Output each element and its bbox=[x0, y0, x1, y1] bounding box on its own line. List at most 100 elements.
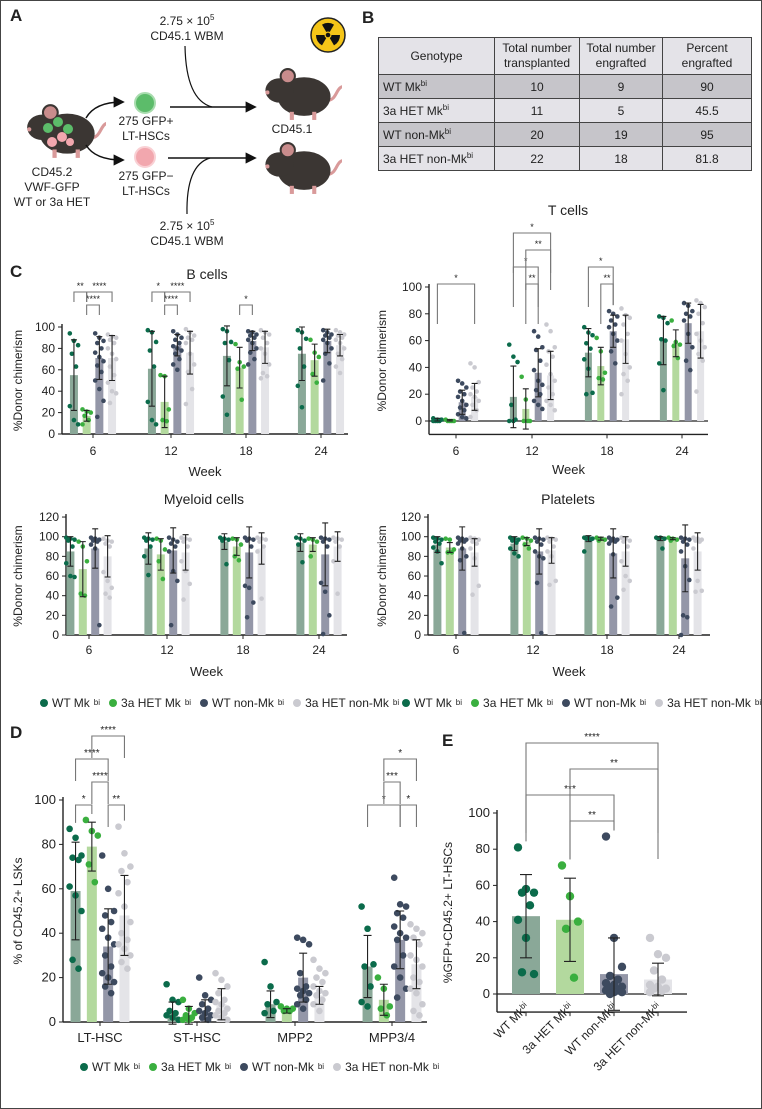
error-bar bbox=[324, 328, 331, 354]
data-point bbox=[101, 338, 106, 344]
x-tick-label: 12 bbox=[525, 444, 539, 458]
error-bar bbox=[221, 533, 228, 551]
bar bbox=[220, 541, 229, 635]
data-point bbox=[532, 535, 538, 540]
bar-group: ST-HSC bbox=[163, 969, 231, 1045]
data-point bbox=[678, 549, 684, 554]
y-tick-label: 40 bbox=[42, 384, 56, 398]
legend-label: WT non-Mk bbox=[212, 696, 274, 710]
data-point bbox=[333, 539, 338, 544]
data-point bbox=[310, 371, 315, 377]
data-point bbox=[377, 1005, 385, 1012]
data-point bbox=[175, 367, 180, 373]
error-bar bbox=[697, 303, 704, 359]
data-point bbox=[433, 539, 438, 544]
legend-dot-icon bbox=[655, 699, 664, 707]
data-point bbox=[179, 1016, 187, 1024]
legend-dot-icon bbox=[562, 699, 571, 707]
header-genotype: Genotype bbox=[378, 37, 495, 75]
gfp-negative-count: 275 GFP− bbox=[118, 169, 174, 183]
data-point bbox=[107, 918, 115, 926]
data-point bbox=[645, 987, 655, 997]
error-bar bbox=[610, 528, 617, 579]
data-point bbox=[457, 557, 463, 563]
data-point bbox=[245, 337, 251, 343]
data-point bbox=[605, 971, 615, 981]
bar bbox=[103, 556, 112, 635]
wbm-dose-exponent: 5 bbox=[209, 218, 215, 227]
error-bar bbox=[148, 330, 155, 407]
data-point bbox=[584, 340, 589, 346]
data-point bbox=[695, 578, 700, 584]
data-point bbox=[251, 600, 256, 605]
data-point bbox=[331, 558, 336, 564]
data-point bbox=[468, 414, 473, 420]
error-bar bbox=[459, 389, 466, 415]
data-point bbox=[101, 569, 106, 575]
significance-bracket: *** bbox=[383, 771, 401, 804]
significance-label: * bbox=[406, 794, 410, 805]
donor-mouse-icon bbox=[25, 103, 106, 160]
data-point bbox=[390, 963, 398, 970]
data-point bbox=[75, 856, 82, 864]
data-point bbox=[439, 560, 444, 566]
data-point bbox=[545, 549, 550, 554]
x-tick-label: 6 bbox=[453, 444, 460, 458]
x-tick-label-sup: bi bbox=[605, 1000, 616, 1011]
data-point bbox=[601, 832, 611, 841]
error-bar bbox=[536, 528, 543, 575]
x-tick-label: LT-HSC bbox=[77, 1030, 122, 1045]
bar bbox=[672, 343, 680, 421]
wbm-bottom-label: 2.75 × 105 CD45.1 WBM bbox=[150, 219, 223, 249]
data-point bbox=[257, 539, 262, 544]
data-point bbox=[468, 391, 473, 397]
data-point bbox=[172, 337, 178, 343]
data-point bbox=[447, 537, 453, 542]
data-point bbox=[419, 1000, 426, 1008]
data-point bbox=[548, 402, 553, 408]
data-point bbox=[297, 346, 303, 351]
bar bbox=[522, 541, 531, 635]
data-point bbox=[118, 929, 125, 937]
data-point bbox=[470, 539, 475, 544]
transplanted-cell: 11 bbox=[494, 98, 580, 123]
error-bar bbox=[298, 326, 305, 382]
legend-label: WT Mk bbox=[52, 696, 90, 710]
data-point bbox=[105, 346, 111, 351]
data-point bbox=[649, 966, 659, 975]
data-point bbox=[255, 535, 260, 540]
data-point bbox=[72, 537, 77, 542]
data-point bbox=[181, 539, 186, 544]
data-point bbox=[552, 345, 558, 350]
bracket-line bbox=[436, 283, 476, 324]
data-point bbox=[70, 544, 75, 549]
genotype-name: 3a HET non-Mk bbox=[383, 151, 467, 166]
data-point bbox=[320, 378, 326, 383]
significance-bracket: **** bbox=[91, 771, 109, 804]
data-point bbox=[82, 816, 90, 824]
data-point bbox=[179, 996, 187, 1004]
data-point bbox=[627, 538, 633, 543]
bar-group: 12 bbox=[141, 527, 193, 657]
data-point bbox=[416, 941, 423, 948]
data-point bbox=[439, 537, 444, 542]
data-point bbox=[310, 983, 317, 990]
y-tick-label: 20 bbox=[408, 608, 422, 622]
x-tick-label: 24 bbox=[675, 444, 689, 458]
engraftment-table: Genotype Total number transplanted Total… bbox=[378, 37, 752, 171]
x-tick-label: 18 bbox=[600, 643, 614, 657]
data-point bbox=[678, 535, 684, 540]
error-bar bbox=[92, 528, 99, 569]
transplant-schematic bbox=[25, 17, 346, 215]
y-tick-label: 40 bbox=[408, 589, 422, 603]
genotype-sup: bi bbox=[420, 78, 428, 88]
bar-group: MPP2 bbox=[261, 934, 329, 1045]
legend-dot-icon bbox=[402, 699, 410, 707]
x-axis-label: Week bbox=[190, 664, 223, 679]
error-bar bbox=[311, 343, 318, 377]
data-point bbox=[113, 391, 119, 396]
data-point bbox=[700, 320, 705, 326]
data-point bbox=[189, 337, 195, 343]
data-point bbox=[244, 538, 250, 543]
y-axis-label: % of CD45.2+ LSKs bbox=[11, 857, 25, 964]
